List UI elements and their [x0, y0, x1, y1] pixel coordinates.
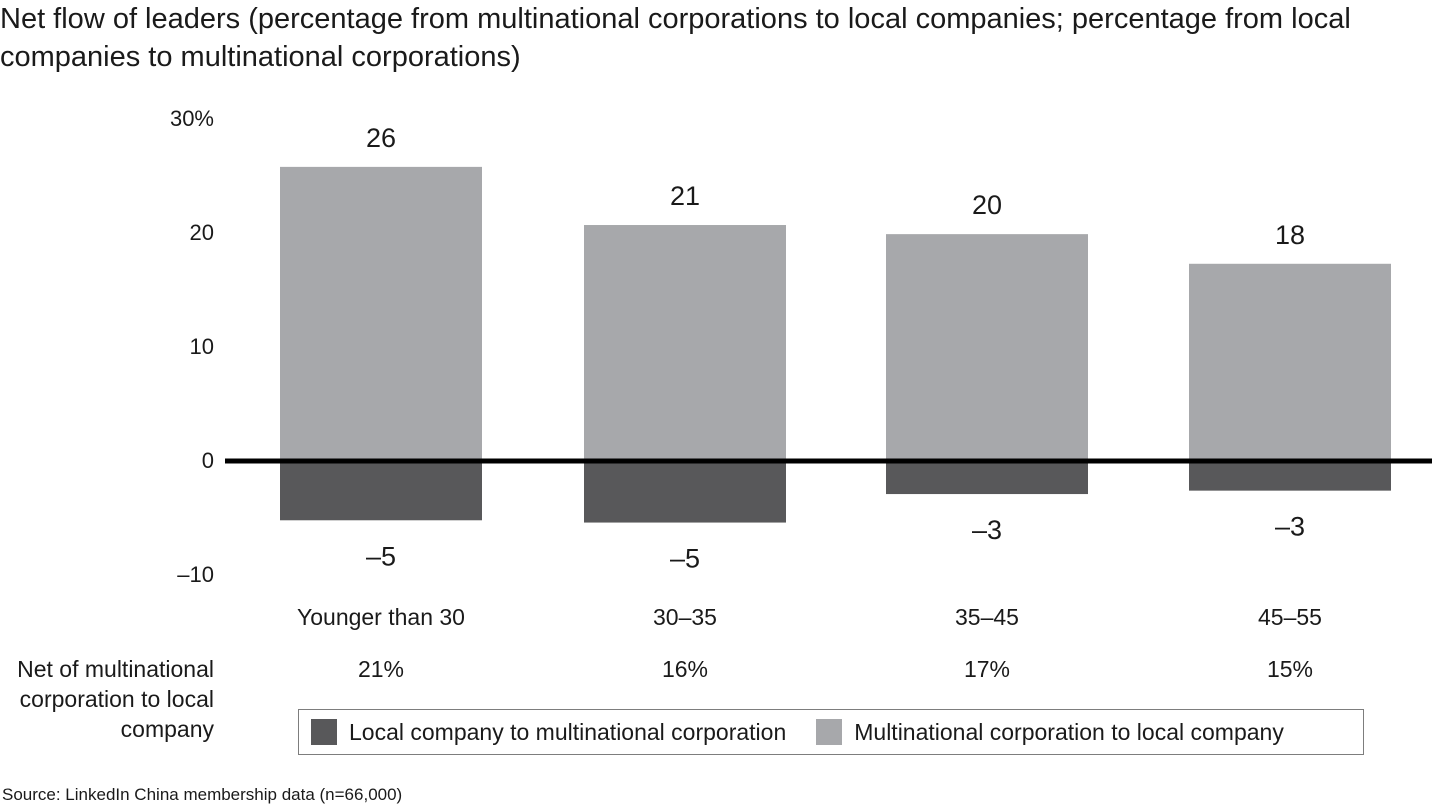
- y-tick-label: 0: [202, 448, 214, 473]
- bar-positive-3: [1189, 263, 1391, 461]
- bar-negative-3: [1189, 461, 1391, 491]
- legend-label: Multinational corporation to local compa…: [854, 718, 1284, 745]
- legend-swatch-dark: [311, 719, 337, 745]
- x-category-label: 35–45: [955, 604, 1019, 630]
- bar-negative-1: [584, 461, 786, 523]
- bar-negative-0: [280, 461, 482, 521]
- x-category-label: 30–35: [653, 604, 717, 630]
- source-note: Source: LinkedIn China membership data (…: [2, 785, 403, 804]
- bar-negative-2: [886, 461, 1088, 495]
- value-labels: –5 –5 –3 –3 26 21 20 18: [366, 123, 1305, 574]
- net-row-value: 15%: [1267, 656, 1313, 682]
- x-category-label: Younger than 30: [297, 604, 465, 630]
- legend-item-local-to-multinational: Local company to multinational corporati…: [311, 719, 786, 746]
- chart-title: Net flow of leaders (percentage from mul…: [0, 3, 1351, 73]
- y-tick-label: 10: [190, 334, 214, 359]
- legend-item-multinational-to-local: Multinational corporation to local compa…: [816, 719, 1284, 746]
- bar-value-label: 21: [670, 181, 700, 211]
- y-tick-label: 30%: [170, 106, 214, 131]
- bar-value-label: –3: [972, 515, 1002, 545]
- y-tick-label: –10: [177, 562, 214, 587]
- bar-value-label: 20: [972, 190, 1002, 220]
- bar-value-label: 18: [1275, 220, 1305, 250]
- y-axis-tick-labels: 30% 20 10 0 –10: [170, 106, 214, 587]
- bars: [280, 166, 1391, 523]
- net-row-value: 17%: [964, 656, 1010, 682]
- bar-positive-0: [280, 166, 482, 461]
- x-axis-category-labels: Younger than 30 30–35 35–45 45–55: [297, 604, 1322, 630]
- x-category-label: 45–55: [1258, 604, 1322, 630]
- bar-positive-2: [886, 234, 1088, 461]
- bar-value-label: –3: [1275, 512, 1305, 542]
- y-tick-label: 20: [190, 220, 214, 245]
- legend-label: Local company to multinational corporati…: [349, 718, 787, 745]
- net-row-values: 21% 16% 17% 15%: [358, 656, 1313, 682]
- legend: Local company to multinational corporati…: [298, 709, 1364, 755]
- bar-positive-1: [584, 225, 786, 461]
- net-row-label: Net of multinational corporation to loca…: [17, 656, 214, 742]
- bar-value-label: 26: [366, 123, 396, 153]
- net-row-value: 16%: [662, 656, 708, 682]
- bar-value-label: –5: [366, 541, 396, 571]
- bar-value-label: –5: [670, 544, 700, 574]
- legend-swatch-light: [816, 719, 843, 745]
- net-row-value: 21%: [358, 656, 404, 682]
